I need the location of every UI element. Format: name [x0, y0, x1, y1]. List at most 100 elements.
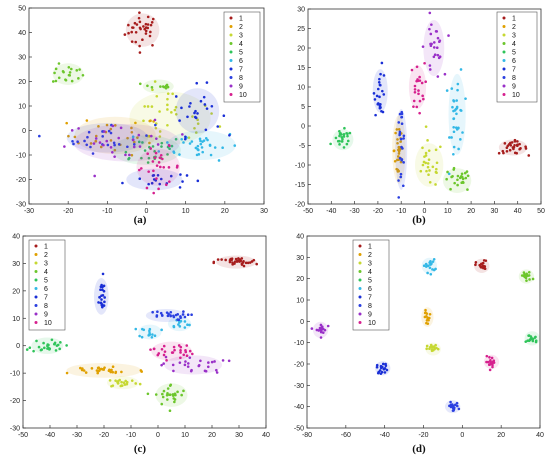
point-class-4 [53, 71, 56, 75]
legend-marker-9 [502, 84, 506, 88]
point-class-6 [432, 257, 436, 261]
point-class-4 [51, 80, 55, 83]
point-class-2 [397, 149, 401, 153]
point-class-8 [107, 129, 111, 133]
point-class-5 [46, 344, 49, 348]
point-class-1 [516, 143, 519, 147]
point-class-2 [149, 119, 152, 123]
point-class-5 [168, 147, 171, 150]
point-class-9 [138, 145, 142, 148]
point-class-1 [144, 32, 148, 35]
y-tick-label: 5 [301, 104, 305, 111]
point-class-7 [169, 174, 173, 178]
point-class-7 [196, 112, 199, 115]
point-class-8 [399, 137, 403, 141]
point-class-7 [99, 288, 102, 292]
point-class-2 [425, 312, 429, 315]
point-class-9 [210, 360, 214, 364]
point-class-8 [179, 316, 182, 319]
legend-marker-5 [502, 50, 506, 54]
point-class-1 [509, 141, 512, 145]
x-tick-label: -50 [303, 208, 313, 215]
point-class-10 [413, 84, 417, 88]
point-class-10 [413, 90, 417, 94]
x-tick-label: -40 [380, 432, 390, 439]
point-class-10 [415, 105, 419, 109]
point-class-5 [531, 339, 535, 343]
y-tick-label: -20 [295, 202, 305, 209]
point-class-1 [508, 148, 512, 152]
point-class-2 [67, 134, 70, 138]
point-class-5 [140, 156, 143, 160]
point-class-7 [372, 92, 376, 95]
point-class-8 [169, 310, 173, 314]
point-class-3 [425, 344, 429, 348]
point-class-7 [385, 368, 389, 372]
point-class-6 [190, 140, 194, 143]
point-class-7 [178, 186, 182, 189]
point-class-9 [181, 133, 184, 136]
point-class-7 [189, 101, 192, 105]
point-class-4 [527, 270, 531, 274]
point-class-5 [524, 340, 528, 343]
y-tick-label: 15 [297, 65, 305, 72]
point-class-9 [320, 326, 324, 330]
point-class-8 [154, 123, 157, 127]
y-tick-label: -20 [16, 177, 26, 184]
point-class-6 [148, 327, 152, 331]
point-class-7 [384, 362, 387, 366]
point-class-10 [179, 345, 183, 349]
point-class-4 [166, 391, 169, 395]
point-class-6 [452, 125, 455, 129]
point-class-6 [457, 126, 460, 130]
point-class-4 [173, 400, 176, 404]
point-class-3 [428, 169, 431, 172]
point-class-4 [458, 176, 462, 180]
point-class-8 [397, 121, 401, 124]
point-class-5 [153, 150, 156, 153]
point-class-4 [138, 82, 142, 86]
point-class-7 [205, 81, 209, 84]
y-tick-label: -20 [10, 398, 20, 405]
point-class-10 [158, 156, 162, 160]
point-class-8 [101, 130, 104, 133]
point-class-1 [516, 140, 519, 143]
cluster-halo-9 [164, 355, 223, 375]
point-class-10 [418, 99, 422, 103]
point-class-10 [152, 169, 155, 173]
point-class-9 [421, 45, 425, 48]
point-class-10 [485, 354, 489, 358]
point-class-4 [450, 175, 453, 179]
point-class-2 [396, 141, 399, 145]
point-class-8 [83, 139, 86, 143]
point-class-7 [194, 116, 198, 120]
legend-label: 5 [44, 278, 48, 285]
point-class-6 [426, 271, 429, 275]
point-class-10 [191, 352, 194, 356]
cluster-halo-3 [129, 91, 211, 145]
point-class-6 [461, 131, 464, 134]
point-class-10 [488, 368, 492, 372]
point-class-4 [166, 85, 170, 89]
point-class-9 [128, 153, 131, 157]
point-class-2 [395, 167, 398, 171]
point-class-8 [186, 313, 190, 317]
point-class-7 [376, 102, 380, 105]
point-class-1 [246, 261, 250, 265]
point-class-10 [168, 180, 171, 183]
points-layer [25, 255, 258, 413]
x-tick-label: -80 [302, 432, 312, 439]
point-class-8 [172, 314, 175, 318]
point-class-5 [334, 136, 338, 140]
point-class-5 [342, 135, 346, 138]
point-class-5 [342, 146, 346, 149]
point-class-2 [397, 128, 401, 131]
point-class-10 [185, 344, 189, 347]
point-class-4 [146, 392, 150, 396]
point-class-6 [183, 320, 187, 323]
point-class-6 [138, 334, 141, 338]
point-class-6 [428, 266, 432, 270]
point-class-7 [181, 180, 184, 183]
point-class-1 [151, 43, 154, 47]
point-class-1 [505, 146, 509, 150]
